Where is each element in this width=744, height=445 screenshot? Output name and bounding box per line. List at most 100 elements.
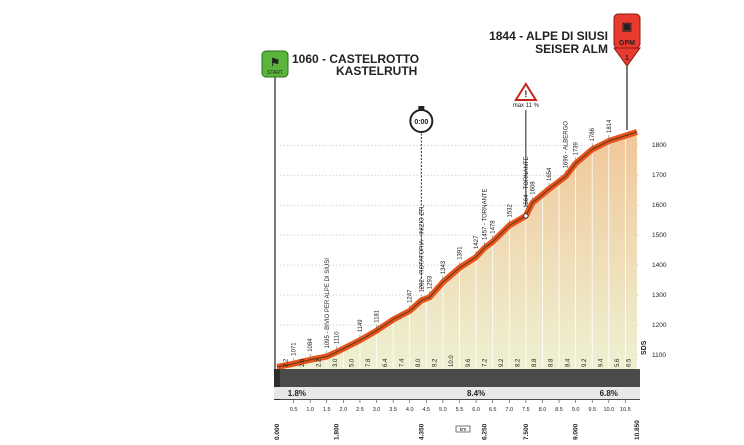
km-tick-label: 10.5 (620, 407, 631, 413)
km-tick-label: 9.5 (588, 407, 596, 413)
finish-pennant-icon (613, 47, 641, 67)
finish-badge-label: GPM (619, 40, 635, 47)
max-grade-label: max 11 % (513, 103, 540, 109)
altitude-label: 1282 - ROTATORIA - INIZIO ZTL (419, 204, 425, 292)
segment-gradient-label: 5.0 (350, 358, 356, 367)
km-ticks: 0.5 1.0 1.5 2.0 2.5 3.0 3.5 4.0 4.5 5.0 5.5 6.0 6.5 7… (290, 400, 631, 413)
key-distance-label: 9.000 (573, 423, 580, 440)
altitude-label: 1071 (292, 342, 298, 356)
finish-subtitle: SEISER ALM (535, 42, 608, 56)
altitude-label: 1293 (428, 275, 434, 289)
altitude-label: 1696 - ALBERGO (564, 121, 570, 169)
segment-gradient-label: 9.6 (466, 358, 472, 367)
altitude-labels: 1071 1084 1095 - BIVIO PER ALPE DI SIUSI 11… (292, 119, 613, 362)
km-tick-label: 0.5 (290, 407, 298, 413)
finish-marker: ▣ GPM 1 1844 - ALPE DI SIUSI SEISER ALM (489, 13, 641, 130)
right-axis: 1100 1200 1300 1400 1500 1600 1700 1800 (652, 142, 667, 359)
base-band-left (274, 369, 280, 400)
km-tick-label: 3.0 (373, 407, 381, 413)
average-gradient-label: 8.4% (467, 389, 485, 398)
segment-gradient-label: 10.0 (449, 355, 455, 367)
warning-exclamation-icon: ! (524, 89, 527, 99)
altitude-label: 1391 (458, 246, 464, 260)
key-distance-label: 4.350 (418, 423, 425, 440)
segment-gradient-label: 3.0 (333, 358, 339, 367)
km-tick-label: 7.0 (505, 407, 513, 413)
segment-gradient-label: 9.2 (582, 358, 588, 367)
chrono-label: 0:00 (414, 119, 428, 126)
stopwatch-crown-icon (418, 106, 425, 110)
km-tick-label: 3.5 (389, 407, 397, 413)
altitude-label: 1181 (375, 309, 381, 323)
km-tick-label: 9.0 (572, 407, 580, 413)
segment-gradient-label: 2.2 (317, 358, 323, 367)
segment-gradient-label: 7.4 (399, 358, 405, 367)
altitude-label: 1110 (335, 331, 341, 344)
scale-legend: km (455, 425, 471, 433)
key-distance-label: 7.500 (523, 423, 530, 440)
altitude-label: 1654 (547, 167, 553, 181)
key-distance-label: 0.000 (274, 423, 281, 440)
base-band (274, 369, 640, 400)
key-distance-label: 1.800 (334, 423, 341, 440)
segment-gradient-label: 7.2 (482, 358, 488, 367)
segment-gradient-label: 6.5 (627, 358, 633, 367)
altitude-label: 1427 (474, 235, 480, 249)
average-gradient-label: 6.8% (600, 389, 618, 398)
km-tick-label: 6.0 (472, 407, 480, 413)
axis-tick-label: 1800 (652, 142, 667, 149)
average-gradient-label: 1.8% (288, 389, 306, 398)
start-badge-label: START (267, 70, 283, 76)
segment-gradient-label: 9.2 (499, 358, 505, 367)
km-tick-label: 5.0 (439, 407, 447, 413)
finish-finish-icon: ▣ (622, 21, 632, 33)
chrono-marker: 0:00 (409, 106, 434, 290)
altitude-label: 1343 (441, 260, 447, 274)
segment-gradient-label: 2.6 (300, 358, 306, 367)
start-title: 1060 - CASTELROTTO (292, 52, 419, 66)
axis-tick-label: 1200 (652, 322, 667, 329)
altitude-label: 1149 (358, 319, 364, 333)
start-flag-icon: ⚑ (270, 57, 280, 69)
start-marker: ⚑ START 1060 - CASTELROTTO KASTELRUTH (261, 50, 419, 372)
altitude-label: 1814 (607, 119, 613, 133)
km-tick-label: 4.0 (406, 407, 414, 413)
altitude-label: 1084 (308, 338, 314, 352)
altitude-label: 1786 (590, 127, 596, 141)
key-distance-label: 6.250 (481, 423, 488, 440)
warning-triangle-icon (514, 82, 538, 101)
scale-unit: km (460, 427, 467, 433)
key-distances: 0.000 1.800 4.350 6.250 7.500 9.000 10.850 (274, 420, 641, 440)
segment-gradient-label: 9.2 (433, 358, 439, 367)
km-tick-label: 8.5 (555, 407, 563, 413)
segment-gradient-label: 5.6 (615, 358, 621, 367)
segment-gradient-label: 6.4 (383, 358, 389, 367)
altitude-label: 1564 - TORNANTE (524, 156, 530, 207)
km-tick-label: 5.5 (456, 407, 464, 413)
segment-gradient-label: 8.0 (416, 358, 422, 367)
km-tick-label: 2.0 (340, 407, 348, 413)
segment-gradient-label: 9.4 (599, 358, 605, 367)
sds-label: SDS (641, 340, 648, 355)
max-grade-point (523, 213, 529, 219)
segment-gradient-label: 8.4 (565, 358, 571, 367)
altitude-label: 1608 (531, 181, 537, 195)
max-grade-marker: ! max 11 % (513, 82, 540, 206)
axis-tick-label: 1500 (652, 232, 667, 239)
finish-badge-number: 1 (625, 55, 629, 62)
km-tick-label: 10.0 (603, 407, 614, 413)
km-tick-label: 4.5 (422, 407, 430, 413)
segment-gradients: 2.2 2.6 2.2 3.0 5.0 7.8 6.4 7.4 8.0 9.2 10.0 9.6 7.2… (283, 355, 632, 367)
altitude-droplines (293, 139, 626, 369)
axis-tick-label: 1100 (652, 352, 666, 359)
altitude-label: 1532 (507, 203, 513, 217)
profile-ridge-edge (276, 131, 638, 368)
km-tick-label: 1.0 (306, 407, 314, 413)
axis-tick-label: 1400 (652, 262, 667, 269)
altitude-label: 1478 (491, 220, 497, 234)
segment-gradient-label: 8.2 (516, 358, 522, 367)
km-tick-label: 8.0 (539, 407, 547, 413)
axis-tick-label: 1700 (652, 172, 667, 179)
finish-title: 1844 - ALPE DI SIUSI (489, 29, 608, 43)
key-distance-label: 10.850 (634, 420, 641, 440)
